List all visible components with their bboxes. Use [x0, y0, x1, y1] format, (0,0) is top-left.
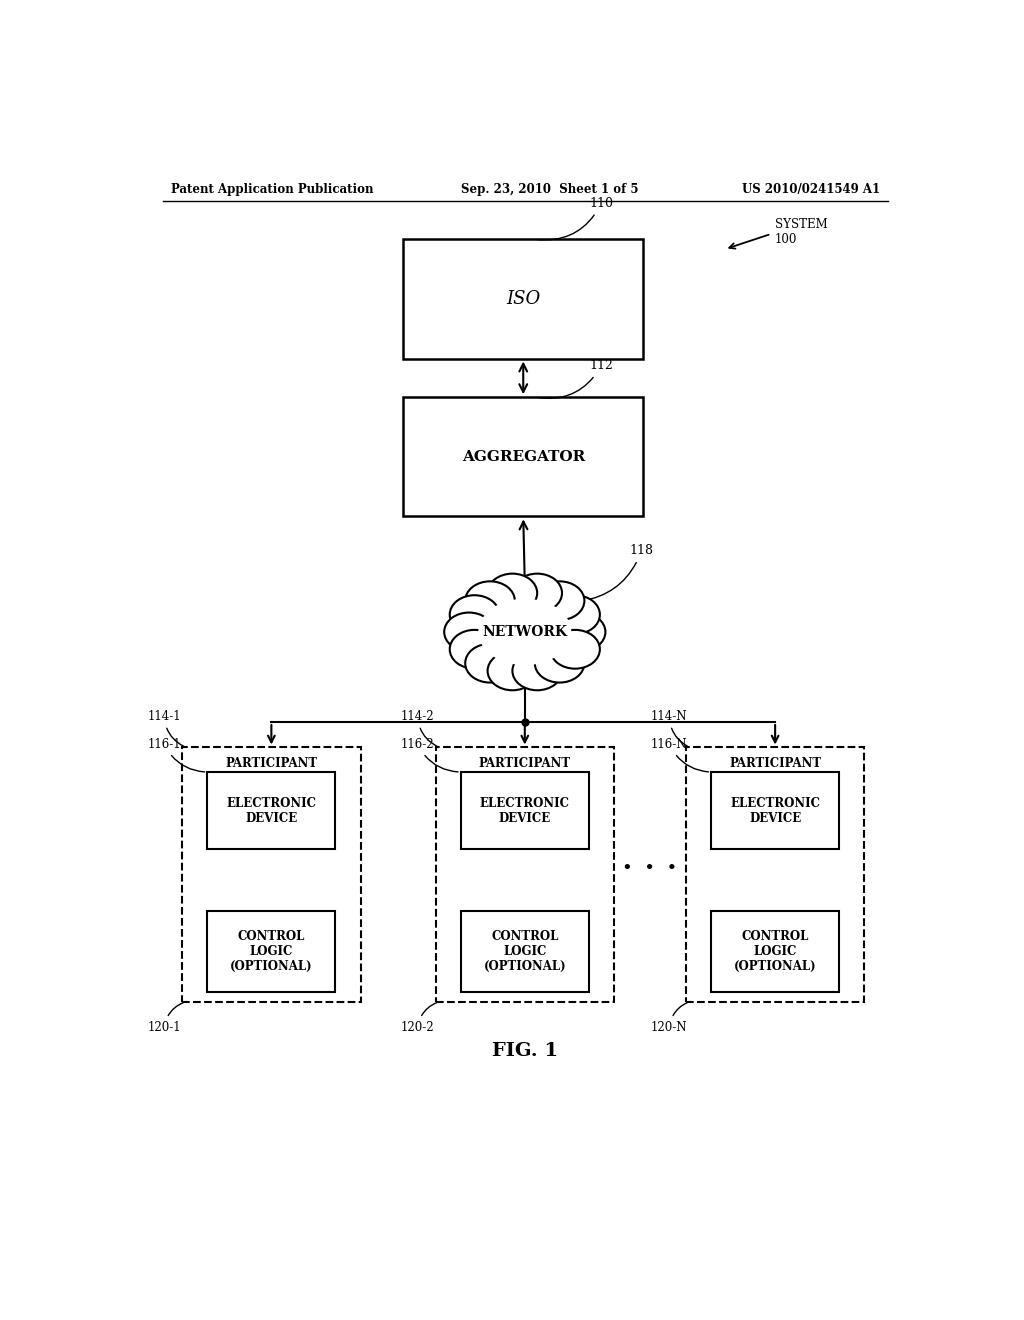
Bar: [712, 912, 839, 993]
Bar: [208, 772, 335, 849]
Text: Patent Application Publication: Patent Application Publication: [171, 183, 373, 197]
Ellipse shape: [550, 595, 600, 634]
Text: FIG. 1: FIG. 1: [492, 1043, 558, 1060]
Text: NETWORK: NETWORK: [482, 624, 567, 639]
Text: 114-2: 114-2: [400, 710, 437, 746]
Text: 116-1: 116-1: [147, 738, 205, 772]
Ellipse shape: [487, 574, 538, 612]
Text: 114-N: 114-N: [651, 710, 688, 746]
Ellipse shape: [487, 652, 538, 690]
Text: 110: 110: [538, 197, 613, 240]
Text: Sep. 23, 2010  Sheet 1 of 5: Sep. 23, 2010 Sheet 1 of 5: [461, 183, 639, 197]
Text: 120-2: 120-2: [400, 1002, 437, 1034]
Text: 114-1: 114-1: [147, 710, 183, 746]
Text: 116-N: 116-N: [651, 738, 709, 772]
Text: CONTROL
LOGIC
(OPTIONAL): CONTROL LOGIC (OPTIONAL): [483, 931, 566, 973]
Ellipse shape: [444, 612, 494, 651]
Text: CONTROL
LOGIC
(OPTIONAL): CONTROL LOGIC (OPTIONAL): [230, 931, 312, 973]
Bar: [435, 747, 614, 1002]
Bar: [403, 397, 643, 516]
Ellipse shape: [550, 630, 600, 669]
Text: ELECTRONIC
DEVICE: ELECTRONIC DEVICE: [480, 796, 569, 825]
Bar: [461, 912, 589, 993]
Text: ELECTRONIC
DEVICE: ELECTRONIC DEVICE: [730, 796, 820, 825]
Ellipse shape: [450, 630, 500, 669]
Ellipse shape: [512, 652, 562, 690]
Text: PARTICIPANT: PARTICIPANT: [729, 758, 821, 771]
Bar: [182, 747, 360, 1002]
Text: AGGREGATOR: AGGREGATOR: [462, 450, 585, 463]
Ellipse shape: [535, 581, 585, 620]
Text: 112: 112: [538, 359, 613, 399]
Text: CONTROL
LOGIC
(OPTIONAL): CONTROL LOGIC (OPTIONAL): [734, 931, 816, 973]
Text: ISO: ISO: [506, 290, 541, 308]
Text: 118: 118: [582, 544, 653, 601]
Ellipse shape: [535, 644, 585, 682]
Text: PARTICIPANT: PARTICIPANT: [225, 758, 317, 771]
Text: 116-2: 116-2: [400, 738, 458, 772]
Ellipse shape: [465, 581, 515, 620]
Ellipse shape: [512, 574, 562, 612]
Bar: [403, 239, 643, 359]
Text: 120-N: 120-N: [651, 1003, 688, 1034]
Text: •  •  •: • • •: [623, 861, 678, 878]
Text: ELECTRONIC
DEVICE: ELECTRONIC DEVICE: [226, 796, 316, 825]
Text: SYSTEM
100: SYSTEM 100: [775, 219, 827, 247]
Bar: [712, 772, 839, 849]
Ellipse shape: [556, 612, 605, 651]
Ellipse shape: [478, 599, 571, 665]
Bar: [461, 772, 589, 849]
Text: US 2010/0241549 A1: US 2010/0241549 A1: [741, 183, 880, 197]
Ellipse shape: [450, 595, 500, 634]
Bar: [208, 912, 335, 993]
Bar: [686, 747, 864, 1002]
Text: 120-1: 120-1: [147, 1002, 183, 1034]
Ellipse shape: [465, 644, 515, 682]
Text: PARTICIPANT: PARTICIPANT: [479, 758, 570, 771]
